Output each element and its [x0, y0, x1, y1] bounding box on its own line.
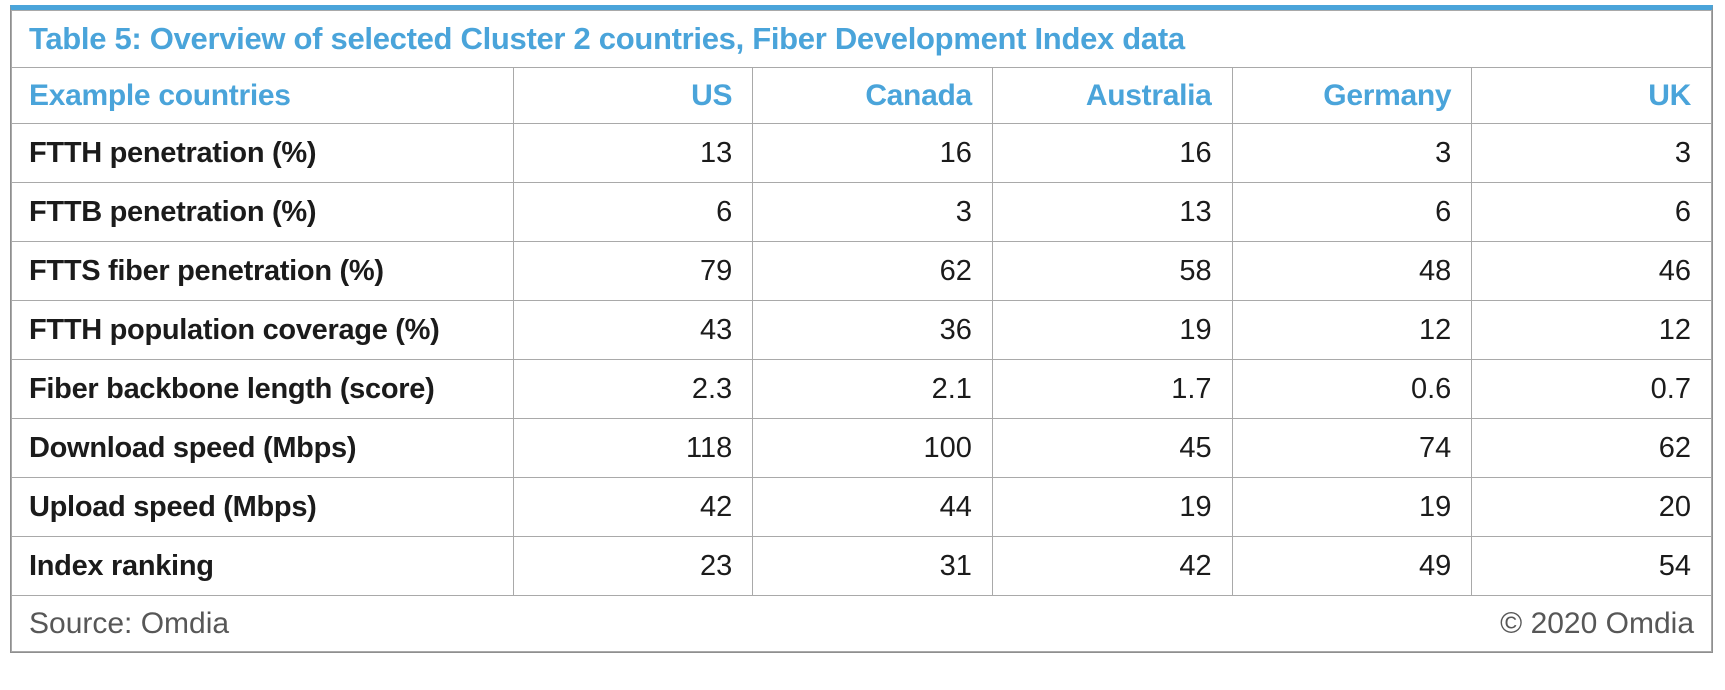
row-label: FTTH population coverage (%) — [11, 300, 514, 360]
cell-value: 13 — [512, 123, 754, 183]
cell-value: 31 — [752, 536, 993, 596]
row-label: Fiber backbone length (score) — [11, 359, 514, 419]
table-row-ftth-penetration: FTTH penetration (%) 13 16 16 3 3 — [11, 123, 1712, 183]
cell-value: 3 — [1231, 123, 1473, 183]
table-footer-row: Source: Omdia © 2020 Omdia — [11, 595, 1712, 652]
cell-value: 118 — [512, 418, 754, 478]
table-row-ftts-fiber-penetration: FTTS fiber penetration (%) 79 62 58 48 4… — [11, 241, 1712, 301]
fiber-index-table-container: Table 5: Overview of selected Cluster 2 … — [10, 5, 1713, 653]
row-label: Download speed (Mbps) — [11, 418, 514, 478]
table-row-fttb-penetration: FTTB penetration (%) 6 3 13 6 6 — [11, 182, 1712, 242]
cell-value: 12 — [1471, 300, 1712, 360]
cell-value: 43 — [512, 300, 754, 360]
cell-value: 44 — [752, 477, 993, 537]
cell-value: 62 — [1471, 418, 1712, 478]
cell-value: 42 — [991, 536, 1233, 596]
cell-value: 19 — [991, 477, 1233, 537]
cell-value: 3 — [1471, 123, 1712, 183]
cell-value: 19 — [991, 300, 1233, 360]
column-header-us: US — [512, 67, 754, 124]
table-row-fiber-backbone-length: Fiber backbone length (score) 2.3 2.1 1.… — [11, 359, 1712, 419]
cell-value: 13 — [991, 182, 1233, 242]
cell-value: 16 — [991, 123, 1233, 183]
column-header-germany: Germany — [1231, 67, 1473, 124]
row-label: Index ranking — [11, 536, 514, 596]
table-header-row: Example countries US Canada Australia Ge… — [11, 67, 1712, 124]
cell-value: 6 — [512, 182, 754, 242]
row-label: FTTB penetration (%) — [11, 182, 514, 242]
table-title: Table 5: Overview of selected Cluster 2 … — [11, 10, 1712, 68]
cell-value: 36 — [752, 300, 993, 360]
cell-value: 2.1 — [752, 359, 993, 419]
row-label: Upload speed (Mbps) — [11, 477, 514, 537]
table-title-row: Table 5: Overview of selected Cluster 2 … — [11, 10, 1712, 68]
cell-value: 6 — [1471, 182, 1712, 242]
cell-value: 1.7 — [991, 359, 1233, 419]
table-row-index-ranking: Index ranking 23 31 42 49 54 — [11, 536, 1712, 596]
cell-value: 20 — [1471, 477, 1712, 537]
table-row-ftth-population-coverage: FTTH population coverage (%) 43 36 19 12… — [11, 300, 1712, 360]
column-header-example-countries: Example countries — [11, 67, 514, 124]
cell-value: 23 — [512, 536, 754, 596]
cell-value: 46 — [1471, 241, 1712, 301]
cell-value: 74 — [1231, 418, 1473, 478]
cell-value: 62 — [752, 241, 993, 301]
table-row-upload-speed: Upload speed (Mbps) 42 44 19 19 20 — [11, 477, 1712, 537]
cell-value: 49 — [1231, 536, 1473, 596]
source-label: Source: Omdia — [29, 606, 230, 640]
row-label: FTTS fiber penetration (%) — [11, 241, 514, 301]
column-header-uk: UK — [1471, 67, 1712, 124]
cell-value: 48 — [1231, 241, 1473, 301]
table-footer: Source: Omdia © 2020 Omdia — [11, 595, 1712, 652]
cell-value: 12 — [1231, 300, 1473, 360]
cell-value: 19 — [1231, 477, 1473, 537]
cell-value: 0.6 — [1231, 359, 1473, 419]
cell-value: 58 — [991, 241, 1233, 301]
cell-value: 54 — [1471, 536, 1712, 596]
cell-value: 2.3 — [512, 359, 754, 419]
cell-value: 45 — [991, 418, 1233, 478]
row-label: FTTH penetration (%) — [11, 123, 514, 183]
column-header-australia: Australia — [991, 67, 1233, 124]
cell-value: 42 — [512, 477, 754, 537]
column-header-canada: Canada — [752, 67, 993, 124]
cell-value: 0.7 — [1471, 359, 1712, 419]
cell-value: 6 — [1231, 182, 1473, 242]
cell-value: 100 — [752, 418, 993, 478]
cell-value: 79 — [512, 241, 754, 301]
copyright-label: © 2020 Omdia — [1500, 606, 1694, 640]
fiber-index-table: Table 5: Overview of selected Cluster 2 … — [11, 10, 1712, 652]
table-row-download-speed: Download speed (Mbps) 118 100 45 74 62 — [11, 418, 1712, 478]
cell-value: 3 — [752, 182, 993, 242]
cell-value: 16 — [752, 123, 993, 183]
